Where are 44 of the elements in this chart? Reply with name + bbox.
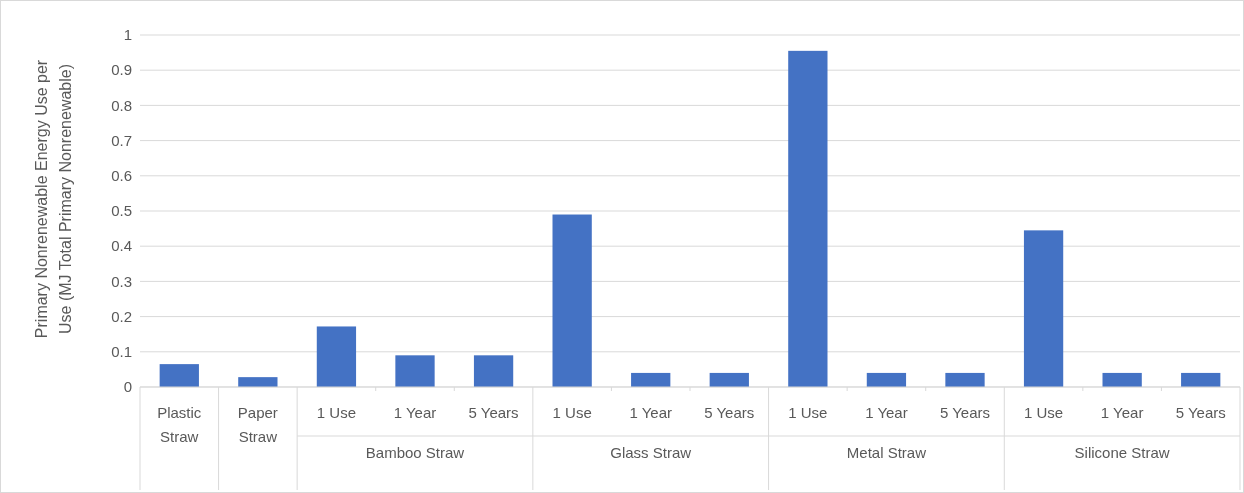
bar [866,372,907,387]
bar [1023,230,1064,387]
y-tick-label: 0.9 [111,61,132,79]
x-tick-label: 1 Year [393,404,437,421]
bar [1102,372,1142,387]
x-tick-label: 1 Use [552,404,592,421]
bar [631,372,671,387]
x-tick-label: 1 Use [316,404,357,421]
y-tick-label: 0.4 [111,237,132,255]
text: Bamboo Straw [365,444,465,461]
bar [1181,372,1221,387]
bar [788,50,828,387]
x-tick-label: 5 Years [704,404,755,421]
text: Metal Straw [846,444,927,461]
x-tick-label: 5 Years [468,404,519,421]
bar [238,377,278,387]
y-tick-label: 0.6 [111,167,132,185]
x-tick-label: 1 Year [1100,404,1144,421]
bar [473,355,514,387]
y-tick-label: 0.3 [111,272,132,290]
bar [159,364,199,387]
x-tick-label: 1 Year [629,404,672,421]
bar [395,355,435,387]
y-tick-label: 0.7 [111,131,132,149]
bar [709,372,749,387]
x-tick-label: Paper Straw [237,404,278,445]
bar [945,372,985,387]
y-tick-label: 1 [123,26,132,44]
bar [552,214,592,387]
bar [316,326,357,387]
x-tick-label: 1 Year [865,404,908,421]
y-tick-label: 0.8 [111,96,132,114]
y-axis-title: Primary Nonrenewable Energy Use per Use (MJ Total Primary Nonrenewable) [33,59,74,339]
text: Silicone Straw [1074,444,1170,461]
text: Glass Straw [610,444,692,461]
x-tick-label: 1 Use [788,404,828,421]
y-tick-label: 0.2 [111,307,132,325]
y-tick-label: 0.5 [111,202,132,220]
x-tick-label: Plastic Straw [157,404,202,445]
y-tick-label: 0 [123,378,132,396]
x-tick-label: 5 Years [1175,404,1226,421]
y-tick-label: 0.1 [111,343,132,361]
x-tick-label: 1 Use [1023,404,1064,421]
x-tick-label: 5 Years [939,404,991,421]
